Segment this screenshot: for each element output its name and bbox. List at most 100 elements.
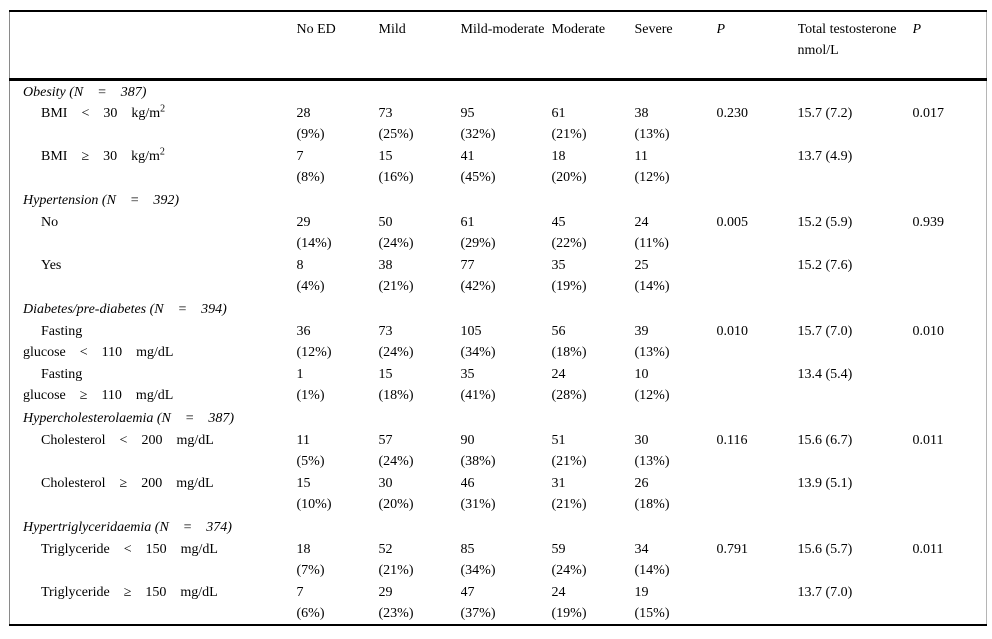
cell-mild: 50 (24%)	[378, 214, 414, 251]
cell-p2	[913, 255, 987, 298]
table-row: No 29 (14%) 50 (24%) 61 (29%) 45 (22%) 24 (11…	[10, 212, 987, 255]
cell-no-ed: 7 (6%)	[296, 584, 325, 621]
col-header-p: P	[716, 11, 798, 81]
row-label: Yes	[10, 255, 297, 298]
row-label: Cholesterol ≥ 200 mg/dL	[10, 473, 297, 516]
row-label-text: Triglyceride < 150 mg/dL	[41, 541, 218, 557]
superscript: 2	[159, 145, 165, 157]
cell-p2: 0.017	[912, 105, 945, 121]
section-title: Diabetes/pre-diabetes (N = 394)	[23, 301, 227, 317]
cell-mild: 73 (25%)	[378, 105, 414, 142]
cell-p: 0.010	[716, 323, 749, 339]
cell-severe: 39 (13%)	[634, 323, 670, 360]
row-label: Cholesterol < 200 mg/dL	[10, 430, 297, 473]
row-label: BMI < 30 kg/m2	[10, 103, 297, 146]
row-label-text: Yes	[41, 257, 62, 273]
superscript: 2	[160, 102, 166, 114]
cell-no-ed: 29 (14%)	[296, 214, 332, 251]
section-title-row: Obesity (N = 387)	[10, 79, 987, 103]
cell-p2: 0.939	[912, 214, 945, 230]
cell-total-testosterone: 15.2 (5.9)	[797, 214, 853, 230]
cell-total-testosterone: 13.4 (5.4)	[797, 366, 853, 382]
cell-p2: 0.010	[912, 323, 945, 339]
col-header-moderate: Moderate	[551, 11, 635, 81]
col-header-mild: Mild	[378, 11, 461, 81]
col-header-total-testosterone: Total testosterone nmol/L	[797, 11, 913, 81]
col-header-severe: Severe	[634, 11, 717, 81]
cell-severe: 38 (13%)	[634, 105, 670, 142]
section-title: Obesity (N = 387)	[23, 84, 147, 100]
cell-p2: 0.011	[912, 432, 944, 448]
cell-severe: 34 (14%)	[634, 541, 670, 578]
row-label: Triglyceride < 150 mg/dL	[10, 539, 297, 582]
table-row: BMI < 30 kg/m2 28 (9%) 73 (25%) 95 (32%) 61…	[10, 103, 987, 146]
row-label: BMI ≥ 30 kg/m2	[10, 146, 297, 189]
row-label: Fasting glucose ≥ 110 mg/dL	[10, 364, 297, 407]
cell-no-ed: 1 (1%)	[296, 366, 325, 403]
cell-p	[717, 255, 798, 298]
cell-severe: 26 (18%)	[634, 475, 670, 512]
cell-mild-moderate: 46 (31%)	[460, 475, 496, 512]
cell-moderate: 61 (21%)	[551, 105, 587, 142]
row-label-line2: glucose < 110 mg/dL	[23, 344, 174, 360]
cell-moderate: 31 (21%)	[551, 475, 587, 512]
table-row: BMI ≥ 30 kg/m2 7 (8%) 15 (16%) 41 (45%) 18(…	[10, 146, 987, 189]
section-title: Hypertension (N = 392)	[23, 192, 180, 208]
cell-mild: 15 (18%)	[378, 366, 414, 403]
cell-total-testosterone: 15.6 (5.7)	[797, 541, 853, 557]
cell-mild: 73 (24%)	[378, 323, 414, 360]
cell-moderate: 45 (22%)	[551, 214, 587, 251]
cell-p2: 0.011	[912, 541, 944, 557]
ed-testosterone-table: No ED Mild Mild-moderate Moderate Severe…	[9, 10, 987, 626]
cell-mild: 15 (16%)	[378, 148, 414, 185]
cell-severe: 19 (15%)	[634, 584, 670, 621]
row-label-text: Cholesterol ≥ 200 mg/dL	[41, 475, 214, 491]
cell-no-ed: 28 (9%)	[296, 105, 325, 142]
cell-p: 0.116	[716, 432, 748, 448]
table-row: Fasting glucose ≥ 110 mg/dL 1 (1%) 15 (18%…	[10, 364, 987, 407]
row-label: No	[10, 212, 297, 255]
cell-severe: 10 (12%)	[634, 366, 670, 403]
cell-moderate: 18 (20%)	[551, 148, 587, 185]
cell-mild-moderate: 35 (41%)	[460, 366, 496, 403]
cell-p2	[913, 582, 987, 625]
cell-no-ed: 11 (5%)	[296, 432, 325, 469]
cell-moderate: 51 (21%)	[551, 432, 587, 469]
row-label-text: Fasting	[41, 323, 83, 339]
section-title-row: Hypercholesterolaemia (N = 387)	[10, 407, 987, 430]
section-title-row: Hypertriglyceridaemia (N = 374)	[10, 516, 987, 539]
table-row: Yes 8 (4%) 38 (21%) 77 (42%) 35 (19%) 25 (14%…	[10, 255, 987, 298]
row-label: Triglyceride ≥ 150 mg/dL	[10, 582, 297, 625]
cell-total-testosterone: 13.9 (5.1)	[797, 475, 853, 491]
cell-mild-moderate: 105 (34%)	[460, 323, 496, 360]
cell-no-ed: 8 (4%)	[296, 257, 325, 294]
cell-total-testosterone: 15.7 (7.2)	[797, 105, 853, 121]
table-row: Triglyceride ≥ 150 mg/dL 7 (6%) 29 (23%) 4…	[10, 582, 987, 625]
table-row: Cholesterol ≥ 200 mg/dL 15 (10%) 30 (20%) …	[10, 473, 987, 516]
row-label-line2: glucose ≥ 110 mg/dL	[23, 387, 174, 403]
cell-no-ed: 15 (10%)	[296, 475, 332, 512]
section-title: Hypertriglyceridaemia (N = 374)	[23, 519, 232, 535]
cell-p2	[913, 146, 987, 189]
row-label-text: Triglyceride ≥ 150 mg/dL	[41, 584, 218, 600]
cell-mild: 30 (20%)	[378, 475, 414, 512]
cell-mild-moderate: 47 (37%)	[460, 584, 496, 621]
cell-severe: 25 (14%)	[634, 257, 670, 294]
cell-mild: 52 (21%)	[378, 541, 414, 578]
cell-p	[717, 473, 798, 516]
cell-p: 0.791	[716, 541, 749, 557]
cell-moderate: 24 (19%)	[551, 584, 587, 621]
cell-severe: 30 (13%)	[634, 432, 670, 469]
cell-moderate: 24 (28%)	[551, 366, 587, 403]
table-row: Fasting glucose < 110 mg/dL 36 (12%) 73 (2…	[10, 321, 987, 364]
col-header-p2: P	[912, 11, 987, 81]
cell-total-testosterone: 15.6 (6.7)	[797, 432, 853, 448]
cell-moderate: 59 (24%)	[551, 541, 587, 578]
cell-total-testosterone: 13.7 (7.0)	[797, 584, 853, 600]
row-label: Fasting glucose < 110 mg/dL	[10, 321, 297, 364]
cell-mild-moderate: 85 (34%)	[460, 541, 496, 578]
cell-no-ed: 7 (8%)	[296, 148, 325, 185]
section-title-row: Hypertension (N = 392)	[10, 189, 987, 212]
cell-p2	[913, 473, 987, 516]
